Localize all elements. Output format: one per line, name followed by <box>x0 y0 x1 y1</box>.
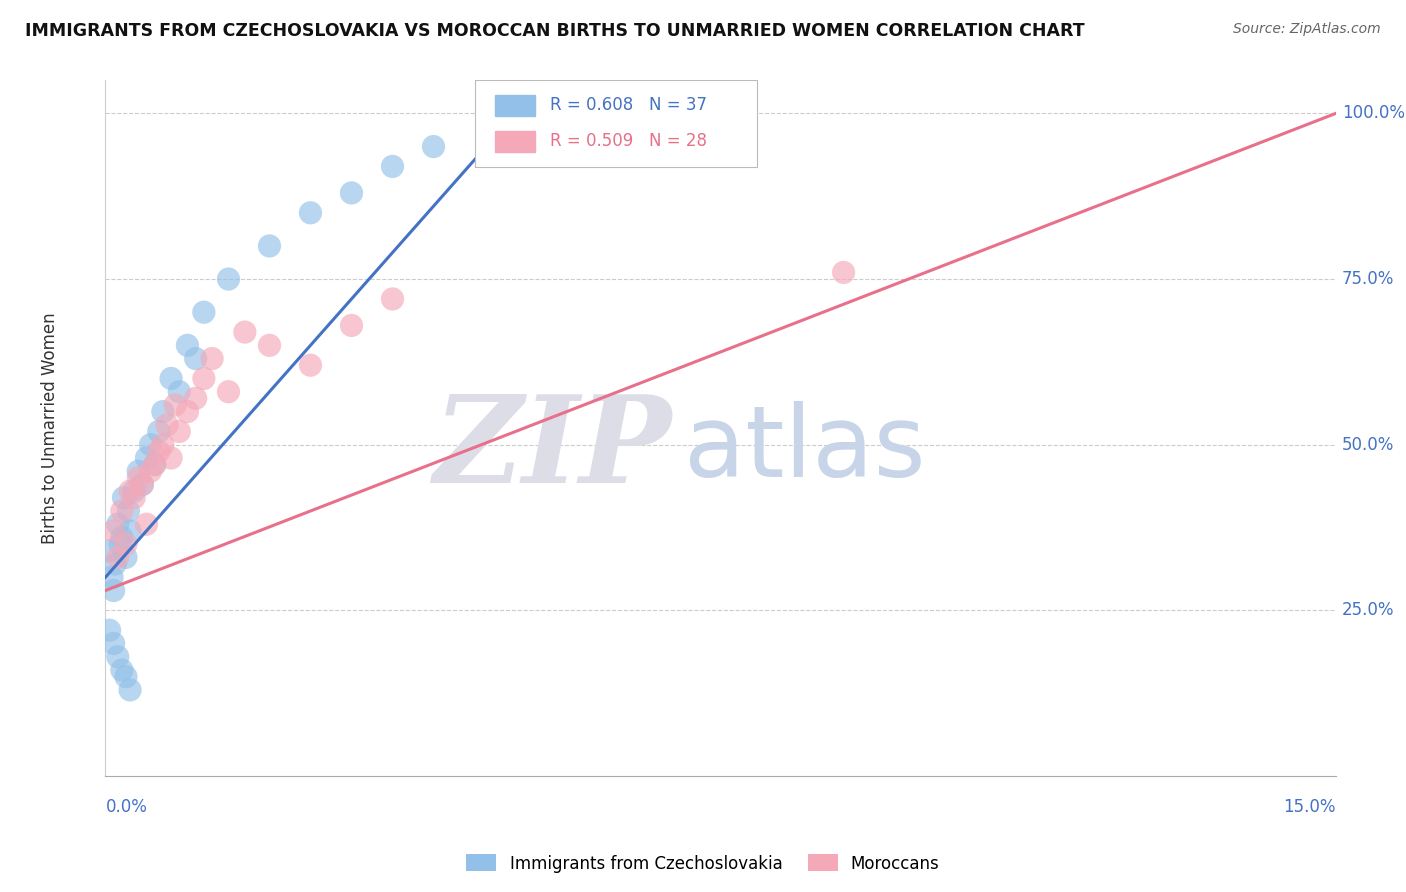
Bar <box>495 95 534 116</box>
Point <box>152 404 174 418</box>
Point <box>381 160 404 174</box>
Point <box>122 491 145 505</box>
Point <box>122 484 145 499</box>
Point <box>107 649 129 664</box>
Point <box>110 537 132 551</box>
Point <box>488 106 510 120</box>
Text: R = 0.509   N = 28: R = 0.509 N = 28 <box>550 132 707 151</box>
Point <box>143 458 166 472</box>
Point <box>120 524 141 538</box>
FancyBboxPatch shape <box>475 80 758 168</box>
Point <box>160 371 183 385</box>
Text: R = 0.608   N = 37: R = 0.608 N = 37 <box>550 96 707 114</box>
Point <box>127 471 149 485</box>
Point <box>131 477 153 491</box>
Point <box>103 583 125 598</box>
Text: ZIP: ZIP <box>433 390 672 508</box>
Point <box>299 358 322 372</box>
Point <box>111 663 134 677</box>
Point <box>107 550 129 565</box>
Point <box>299 206 322 220</box>
Point <box>160 450 183 465</box>
Point <box>832 265 855 279</box>
Point <box>184 351 207 366</box>
Point <box>104 557 127 571</box>
Point <box>176 404 198 418</box>
Point <box>184 392 207 406</box>
Point <box>103 636 125 650</box>
Text: Source: ZipAtlas.com: Source: ZipAtlas.com <box>1233 22 1381 37</box>
Point <box>156 417 179 432</box>
Point <box>111 531 134 545</box>
Point <box>135 450 157 465</box>
Point <box>131 477 153 491</box>
Point <box>143 458 166 472</box>
Bar <box>495 131 534 152</box>
Point <box>103 524 125 538</box>
Point <box>107 517 129 532</box>
Point <box>111 504 134 518</box>
Text: 75.0%: 75.0% <box>1341 270 1395 288</box>
Point <box>340 318 363 333</box>
Point <box>218 272 240 286</box>
Point <box>169 384 191 399</box>
Point <box>112 491 135 505</box>
Point <box>201 351 224 366</box>
Point <box>340 186 363 200</box>
Point <box>98 624 121 638</box>
Point <box>148 425 170 439</box>
Text: 25.0%: 25.0% <box>1341 601 1395 619</box>
Point <box>148 444 170 458</box>
Point <box>259 338 281 352</box>
Point <box>165 398 187 412</box>
Point <box>381 292 404 306</box>
Point <box>193 305 215 319</box>
Point <box>127 464 149 478</box>
Text: IMMIGRANTS FROM CZECHOSLOVAKIA VS MOROCCAN BIRTHS TO UNMARRIED WOMEN CORRELATION: IMMIGRANTS FROM CZECHOSLOVAKIA VS MOROCC… <box>25 22 1085 40</box>
Point <box>120 484 141 499</box>
Point <box>218 384 240 399</box>
Legend: Immigrants from Czechoslovakia, Moroccans: Immigrants from Czechoslovakia, Moroccan… <box>460 847 946 880</box>
Point <box>101 570 124 584</box>
Point <box>169 425 191 439</box>
Point <box>259 239 281 253</box>
Point <box>139 464 162 478</box>
Text: 100.0%: 100.0% <box>1341 104 1405 122</box>
Text: 0.0%: 0.0% <box>105 797 148 815</box>
Point <box>193 371 215 385</box>
Point <box>135 517 157 532</box>
Point <box>98 543 121 558</box>
Point <box>115 537 138 551</box>
Point <box>422 139 444 153</box>
Point <box>120 682 141 697</box>
Point <box>115 550 138 565</box>
Point <box>115 670 138 684</box>
Text: 50.0%: 50.0% <box>1341 435 1395 454</box>
Point <box>117 504 139 518</box>
Text: atlas: atlas <box>683 401 925 498</box>
Text: Births to Unmarried Women: Births to Unmarried Women <box>41 312 59 544</box>
Point <box>152 438 174 452</box>
Point <box>176 338 198 352</box>
Text: 15.0%: 15.0% <box>1284 797 1336 815</box>
Point <box>233 325 256 339</box>
Point <box>139 438 162 452</box>
